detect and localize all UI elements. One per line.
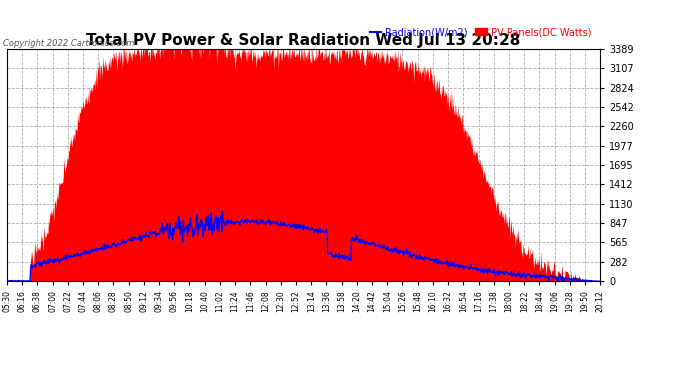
Text: Copyright 2022 Cartronics.com: Copyright 2022 Cartronics.com (3, 39, 135, 48)
Title: Total PV Power & Solar Radiation Wed Jul 13 20:28: Total PV Power & Solar Radiation Wed Jul… (86, 33, 521, 48)
Legend: Radiation(W/m2), PV Panels(DC Watts): Radiation(W/m2), PV Panels(DC Watts) (366, 23, 595, 41)
